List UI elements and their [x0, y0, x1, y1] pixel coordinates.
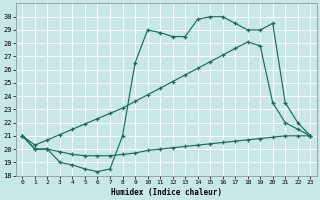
X-axis label: Humidex (Indice chaleur): Humidex (Indice chaleur) — [111, 188, 222, 197]
